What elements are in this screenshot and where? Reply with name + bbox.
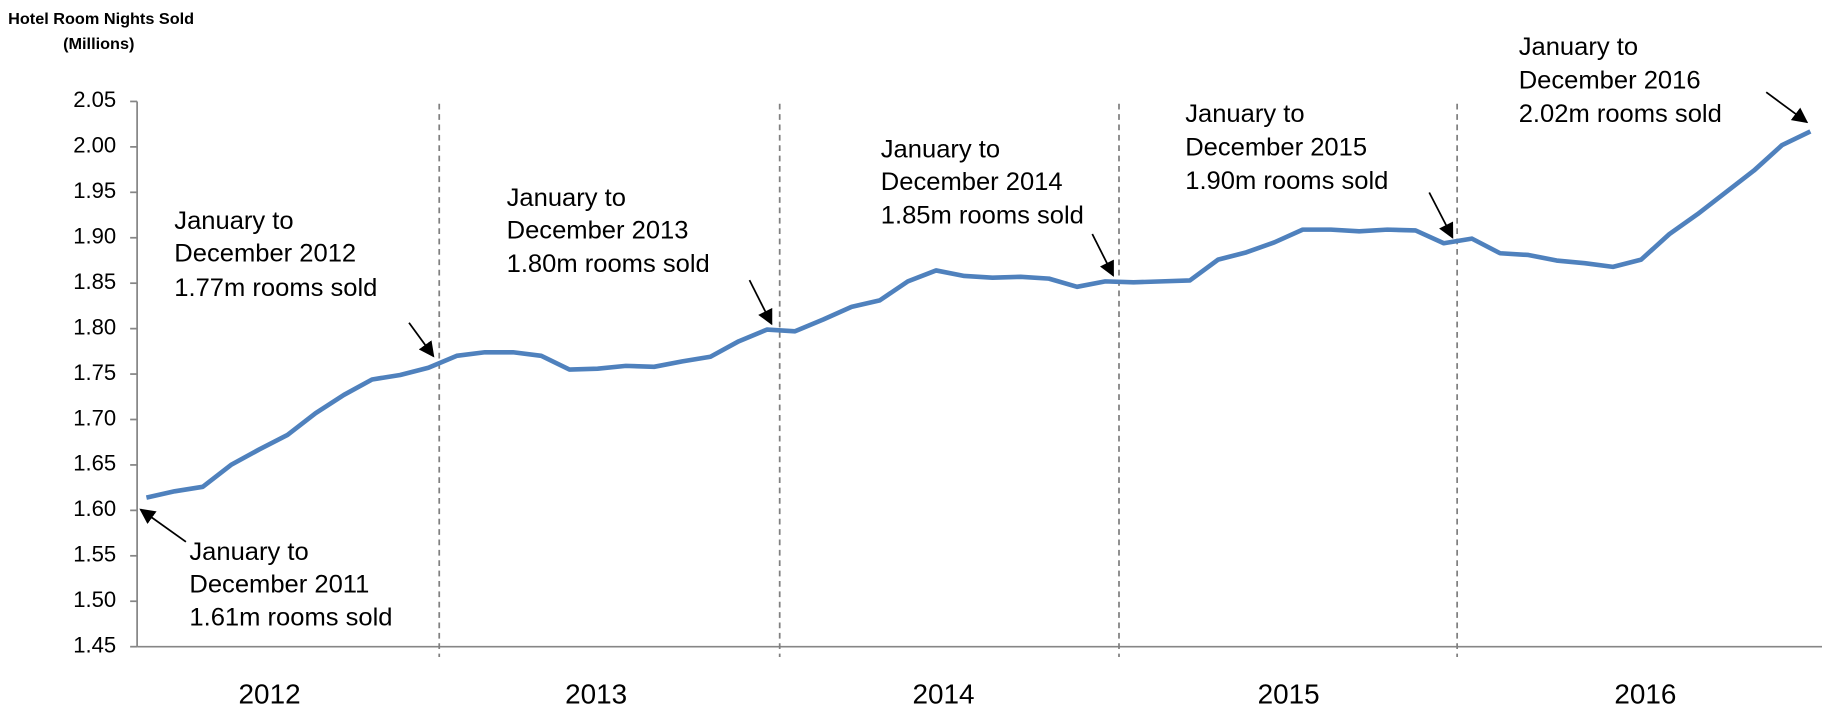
y-tick-label: 1.70 bbox=[73, 405, 116, 430]
annotation: January to bbox=[189, 538, 308, 566]
annotation: 1.77m rooms sold bbox=[174, 274, 377, 302]
annotation-arrow bbox=[408, 322, 435, 358]
y-tick-label: 1.55 bbox=[73, 542, 116, 567]
x-tick-label: 2013 bbox=[565, 679, 627, 710]
y-tick-label: 1.45 bbox=[73, 633, 116, 658]
annotation: January to bbox=[1519, 33, 1638, 61]
y-tick-label: 1.75 bbox=[73, 360, 116, 385]
annotation: January to bbox=[1185, 100, 1304, 128]
y-tick-label: 2.00 bbox=[73, 133, 116, 158]
annotation: January to bbox=[881, 136, 1000, 164]
annotation: December 2015 bbox=[1185, 133, 1367, 161]
annotation: December 2014 bbox=[881, 168, 1063, 196]
annotation: 1.85m rooms sold bbox=[881, 201, 1084, 229]
chart-title: Hotel Room Nights Sold bbox=[8, 10, 194, 28]
annotation: December 2011 bbox=[189, 570, 369, 598]
annotation-arrow bbox=[748, 279, 773, 326]
x-tick-label: 2015 bbox=[1258, 679, 1320, 710]
x-tick-label: 2012 bbox=[239, 679, 301, 710]
annotation-arrow bbox=[1091, 233, 1114, 277]
annotation: January to bbox=[507, 184, 626, 212]
y-tick-label: 1.60 bbox=[73, 496, 116, 521]
annotation: 1.61m rooms sold bbox=[189, 604, 392, 632]
x-tick-label: 2014 bbox=[913, 679, 975, 710]
y-tick-label: 1.95 bbox=[73, 178, 116, 203]
year-dividers bbox=[438, 103, 1459, 658]
y-tick-label: 2.05 bbox=[73, 87, 116, 112]
chart-title: (Millions) bbox=[63, 35, 134, 53]
y-tick-label: 1.85 bbox=[73, 269, 116, 294]
annotation-arrow bbox=[1765, 91, 1809, 124]
data-line bbox=[145, 129, 1812, 500]
annotation: December 2012 bbox=[174, 240, 356, 268]
annotation: January to bbox=[174, 207, 293, 235]
annotation-arrow bbox=[1428, 192, 1454, 239]
x-tick-label: 2016 bbox=[1614, 679, 1676, 710]
y-tick-label: 1.90 bbox=[73, 224, 116, 249]
y-tick-label: 1.80 bbox=[73, 314, 116, 339]
annotation: December 2013 bbox=[507, 216, 689, 244]
annotation-arrow bbox=[139, 508, 187, 543]
annotation: 2.02m rooms sold bbox=[1519, 100, 1722, 128]
annotation: 1.80m rooms sold bbox=[507, 250, 710, 278]
y-tick-label: 1.50 bbox=[73, 587, 116, 612]
y-tick-label: 1.65 bbox=[73, 451, 116, 476]
annotation: 1.90m rooms sold bbox=[1185, 167, 1388, 195]
annotation: December 2016 bbox=[1519, 67, 1701, 95]
